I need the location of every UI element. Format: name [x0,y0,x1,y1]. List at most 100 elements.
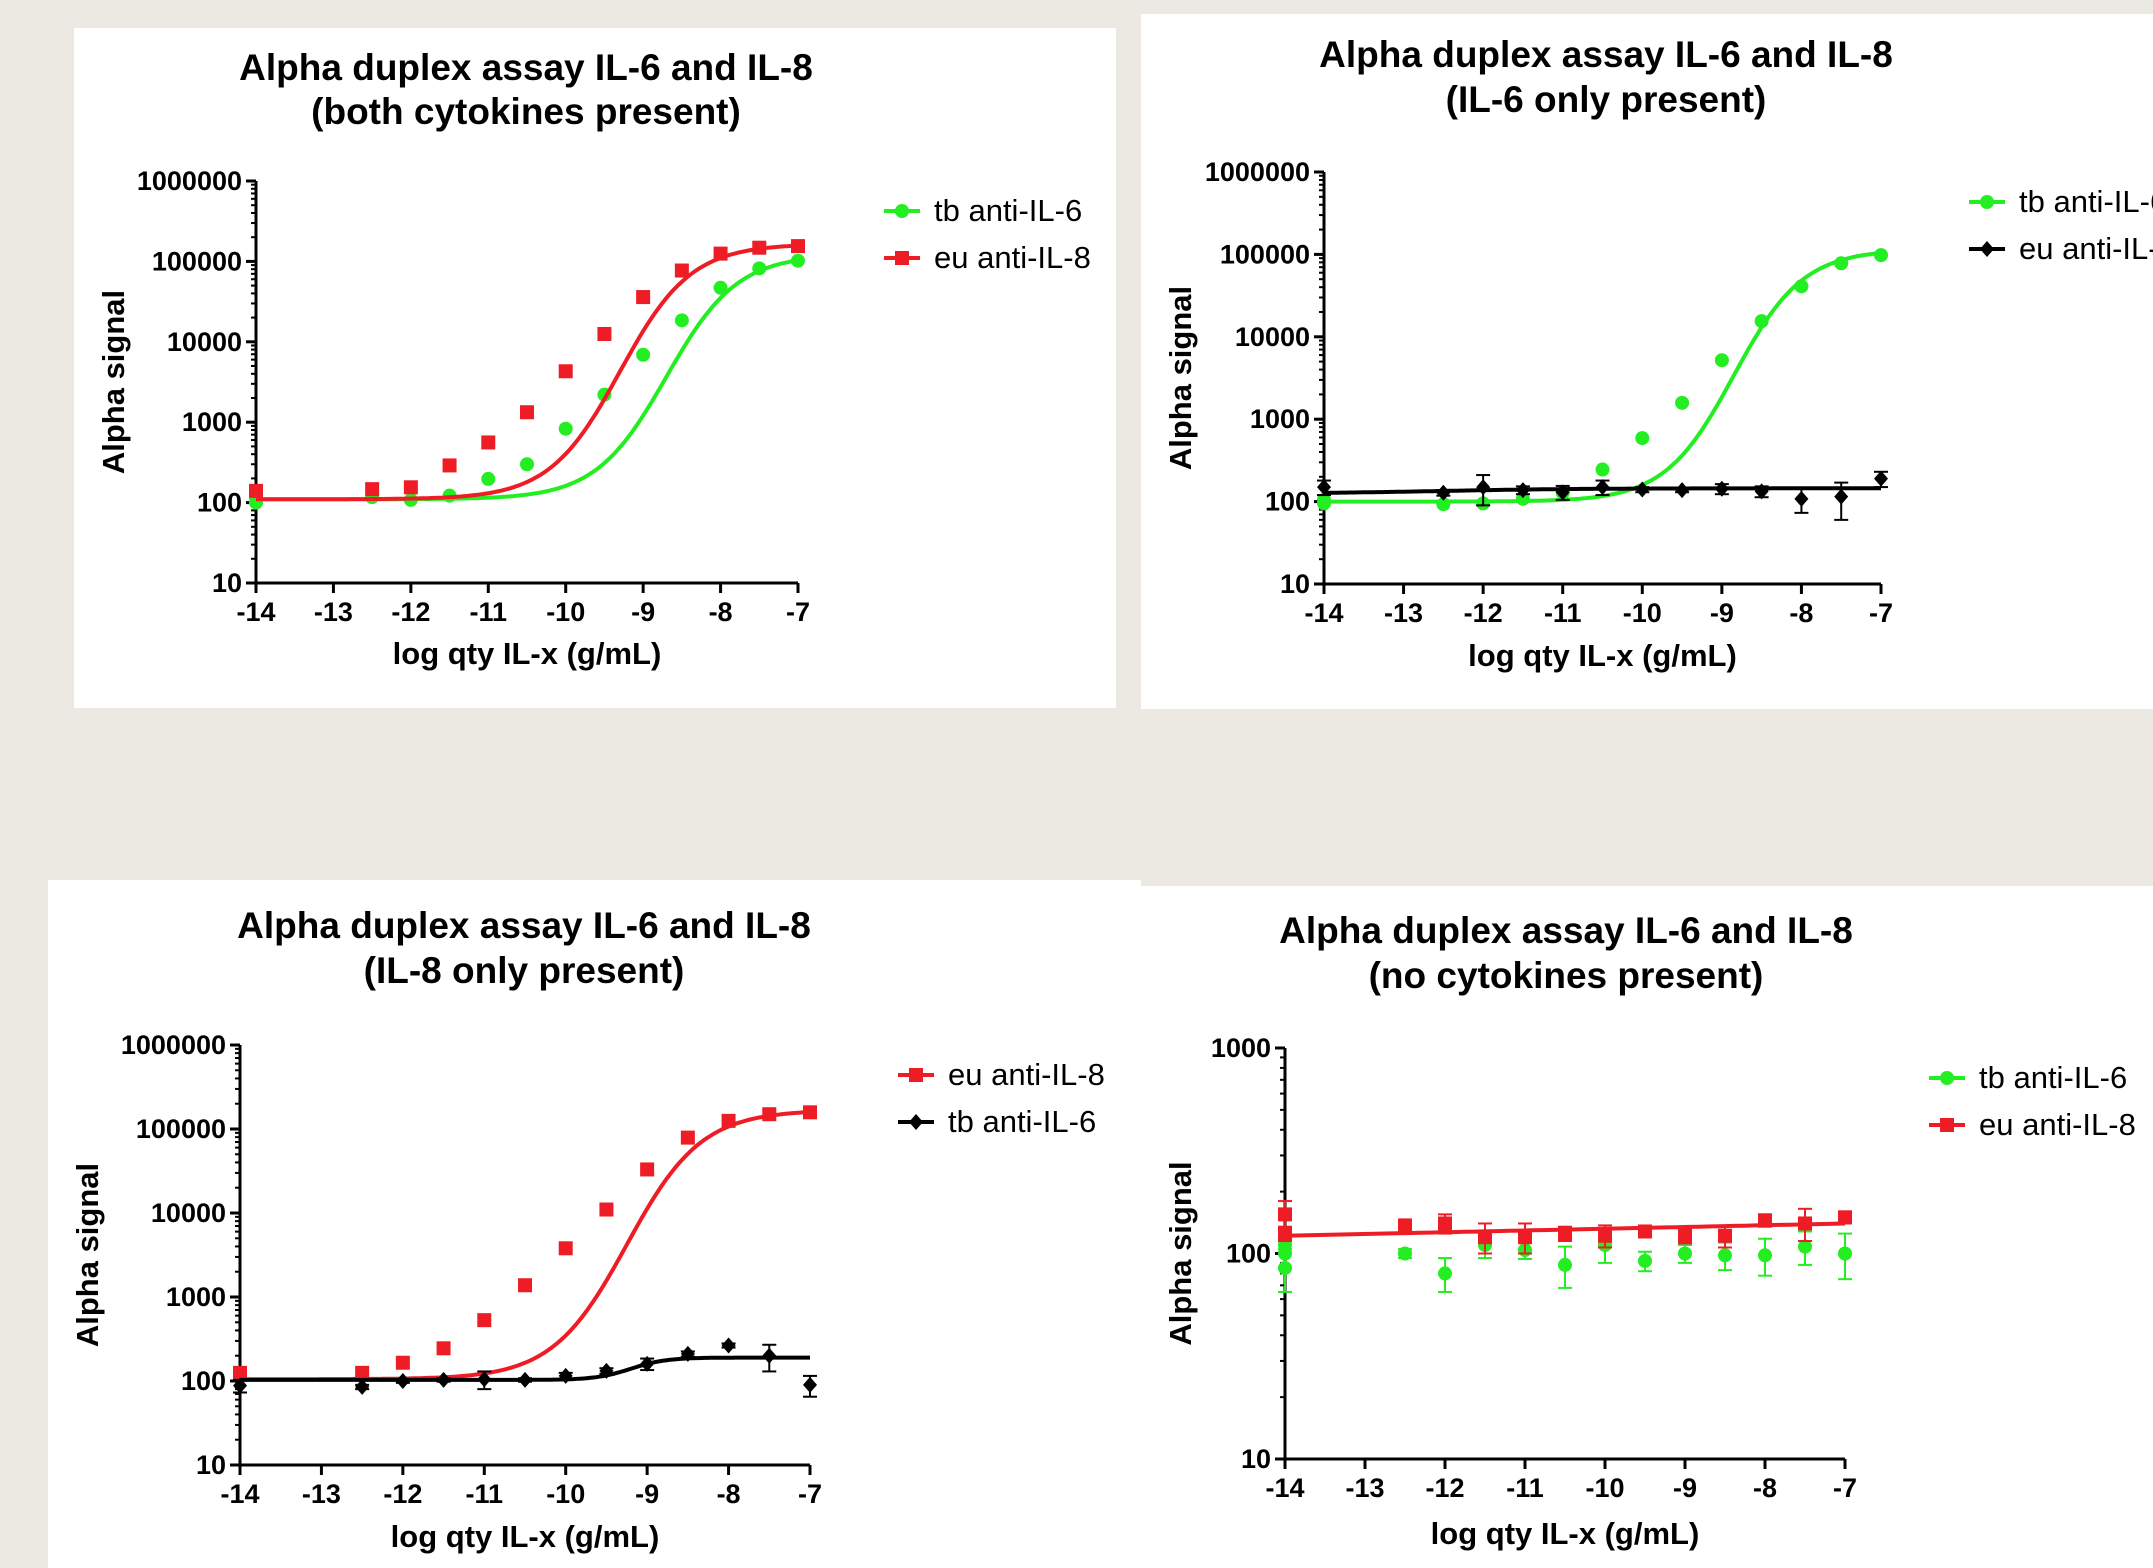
x-tick-label: -8 [709,597,733,627]
data-point [1518,1230,1532,1245]
y-tick-label: 10 [196,1450,226,1480]
y-axis-label: Alpha signal [1163,286,1198,470]
data-point [803,1376,817,1393]
y-tick-label: 100 [1226,1239,1271,1269]
y-tick-label: 100000 [152,246,242,276]
fit-curve [256,243,799,502]
chart-title: Alpha duplex assay IL-6 and IL-8 [1279,910,1853,951]
data-point [1595,479,1610,496]
chart-svg: Alpha duplex assay IL-6 and IL-8(no cyto… [1163,910,2136,1551]
fit-curve [1324,250,1882,504]
legend-marker [895,251,909,265]
x-tick-label: -11 [1544,598,1582,628]
chart-subtitle: (both cytokines present) [311,91,741,132]
y-tick-label: 10 [1241,1444,1271,1474]
x-axis-label: log qty IL-x (g/mL) [391,1519,660,1554]
x-tick-label: -10 [1623,598,1662,628]
y-tick-label: 10000 [1235,322,1310,352]
legend-marker [909,1114,923,1130]
data-point [355,1378,370,1395]
x-tick-label: -7 [1869,598,1893,628]
fit-curve [240,1110,811,1382]
chart-panel-both-cytokines: Alpha duplex assay IL-6 and IL-8 (both cy… [74,28,1116,708]
x-tick-label: -9 [1673,1473,1697,1503]
y-tick-label: 100 [181,1366,226,1396]
data-point [477,1313,492,1328]
data-point [558,421,573,436]
x-tick-label: -13 [314,597,353,627]
chart-svg: Alpha duplex assay IL-6 and IL-8(both cy… [96,47,1091,671]
y-tick-label: 10000 [167,327,242,357]
data-point [1718,1248,1732,1263]
x-tick-label: -8 [1789,598,1813,628]
data-point [355,1365,370,1380]
data-point [1278,1207,1292,1222]
series-group [249,253,805,510]
chart-panel-il8-only: Alpha duplex assay IL-6 and IL-8 (IL-8 on… [48,880,1141,1568]
data-point [1754,314,1769,329]
data-point [395,1355,410,1370]
y-tick-label: 10000 [151,1198,226,1228]
x-tick-label: -12 [383,1479,422,1509]
data-point [1478,1230,1492,1245]
x-tick-label: -11 [470,597,508,627]
data-point [1635,431,1650,446]
x-tick-label: -13 [302,1479,341,1509]
data-point [674,313,689,328]
data-point [1515,482,1530,499]
y-tick-label: 100000 [1220,239,1310,269]
data-point [636,347,651,362]
data-point [1595,462,1610,477]
x-tick-label: -11 [1506,1473,1544,1503]
data-point [442,458,457,473]
y-tick-label: 10 [1280,569,1310,599]
data-point [762,1347,777,1364]
data-point [1635,481,1650,498]
data-point [1798,1239,1812,1254]
data-point [640,1355,655,1372]
legend-marker [909,1068,923,1082]
x-tick-label: -14 [220,1479,259,1509]
data-point [1438,1266,1452,1281]
x-tick-label: -9 [631,597,655,627]
data-point [365,482,380,497]
y-tick-label: 100 [197,488,242,518]
data-point [520,457,534,472]
data-point [752,240,767,255]
x-tick-label: -8 [1753,1473,1777,1503]
data-point [721,1113,736,1128]
legend-label: tb anti-IL-6 [1979,1060,2127,1095]
data-point [1874,248,1888,263]
x-axis-label: log qty IL-x (g/mL) [393,636,662,671]
data-point [1714,353,1729,368]
y-axis-label: Alpha signal [1163,1161,1198,1345]
data-point [599,1202,614,1217]
x-tick-label: -12 [1425,1473,1464,1503]
data-point [1317,492,1331,507]
data-point [1558,1257,1572,1272]
data-point [1398,1246,1412,1261]
chart-panel-il6-only: Alpha duplex assay IL-6 and IL-8 (IL-6 on… [1141,14,2153,709]
data-point [1874,470,1888,487]
data-point [1438,1216,1452,1231]
y-tick-label: 100 [1265,487,1310,517]
legend-marker [1940,1118,1954,1132]
legend-label: tb anti-IL-6 [2019,184,2153,219]
data-point [674,263,689,278]
legend-marker [1980,241,1994,257]
data-point [762,1107,777,1122]
y-tick-label: 1000 [1250,404,1310,434]
data-point [520,405,534,420]
data-point [1838,1246,1852,1261]
data-point [599,1362,614,1379]
x-tick-label: -10 [546,597,585,627]
legend-label: tb anti-IL-6 [948,1104,1096,1139]
x-tick-label: -9 [635,1479,659,1509]
chart-panel-no-cytokines: Alpha duplex assay IL-6 and IL-8 (no cyto… [1141,886,2153,1568]
series-group [249,239,805,502]
x-tick-label: -14 [236,597,275,627]
data-point [436,1371,451,1388]
y-tick-label: 1000000 [137,166,242,196]
y-tick-label: 1000 [1211,1033,1271,1063]
data-point [233,1377,247,1394]
